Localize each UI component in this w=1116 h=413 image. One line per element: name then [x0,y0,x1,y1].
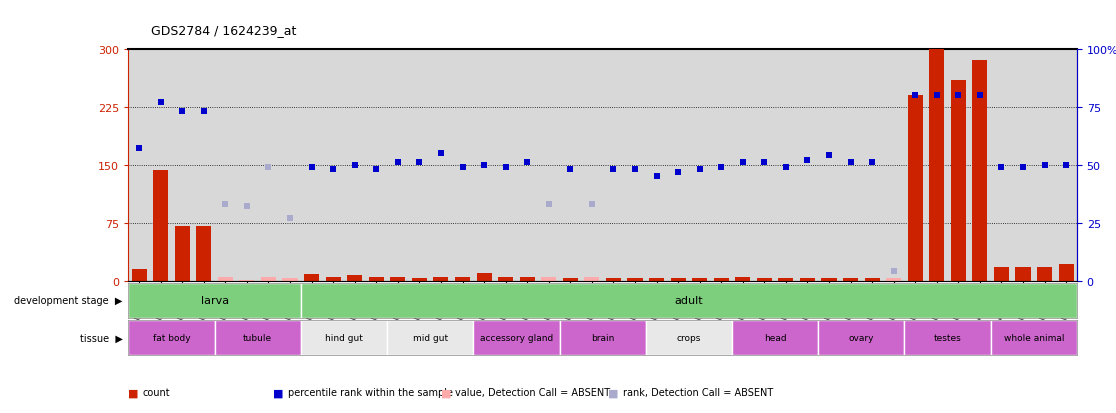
Bar [1037,268,1052,281]
Bar [473,320,559,355]
Bar [843,278,858,281]
Text: count: count [143,387,171,397]
Bar [301,283,1077,318]
Bar [585,277,599,281]
Bar [865,278,879,281]
Bar [735,277,750,281]
Text: ■: ■ [273,387,283,397]
Text: GDS2784 / 1624239_at: GDS2784 / 1624239_at [151,24,296,37]
Bar [326,277,340,281]
Bar [818,320,904,355]
Bar [132,269,146,281]
Text: whole animal: whole animal [1003,333,1064,342]
Bar [972,61,988,281]
Bar [646,320,732,355]
Bar [455,277,470,281]
Bar [261,277,276,281]
Bar [692,278,708,281]
Text: head: head [763,333,787,342]
Bar [627,278,643,281]
Text: hind gut: hind gut [325,333,363,342]
Bar [368,277,384,281]
Bar [713,278,729,281]
Bar [559,320,646,355]
Bar [650,278,664,281]
Bar [520,277,535,281]
Text: larva: larva [201,295,229,306]
Bar [1059,264,1074,281]
Text: crops: crops [676,333,701,342]
Bar [606,278,620,281]
Bar [778,278,793,281]
Bar [541,277,556,281]
Text: testes: testes [934,333,962,342]
Bar [498,277,513,281]
Bar [304,275,319,281]
Bar [239,280,254,281]
Text: ■: ■ [608,387,618,397]
Bar [477,273,492,281]
Bar [214,320,301,355]
Bar [153,171,169,281]
Bar [671,278,685,281]
Bar [991,320,1077,355]
Text: ovary: ovary [848,333,874,342]
Bar [732,320,818,355]
Text: value, Detection Call = ABSENT: value, Detection Call = ABSENT [455,387,610,397]
Bar [907,96,923,281]
Bar [757,278,772,281]
Text: accessory gland: accessory gland [480,333,554,342]
Bar [433,277,449,281]
Bar [821,278,837,281]
Bar [562,278,578,281]
Bar [175,227,190,281]
Bar [951,81,966,281]
Text: mid gut: mid gut [413,333,448,342]
Text: ■: ■ [441,387,451,397]
Bar [930,50,944,281]
Bar [196,227,211,281]
Text: rank, Detection Call = ABSENT: rank, Detection Call = ABSENT [623,387,773,397]
Bar [128,283,301,318]
Bar [800,278,815,281]
Bar [282,278,298,281]
Bar [412,278,427,281]
Text: adult: adult [674,295,703,306]
Bar [391,277,405,281]
Text: tissue  ▶: tissue ▶ [80,332,123,343]
Bar [886,278,902,281]
Bar [387,320,473,355]
Bar [347,275,363,281]
Bar [128,320,214,355]
Text: development stage  ▶: development stage ▶ [15,295,123,306]
Text: percentile rank within the sample: percentile rank within the sample [288,387,453,397]
Bar [301,320,387,355]
Bar [904,320,991,355]
Bar [218,277,233,281]
Text: ■: ■ [128,387,138,397]
Text: tubule: tubule [243,333,272,342]
Text: brain: brain [591,333,614,342]
Bar [994,268,1009,281]
Bar [1016,268,1030,281]
Text: fat body: fat body [153,333,190,342]
